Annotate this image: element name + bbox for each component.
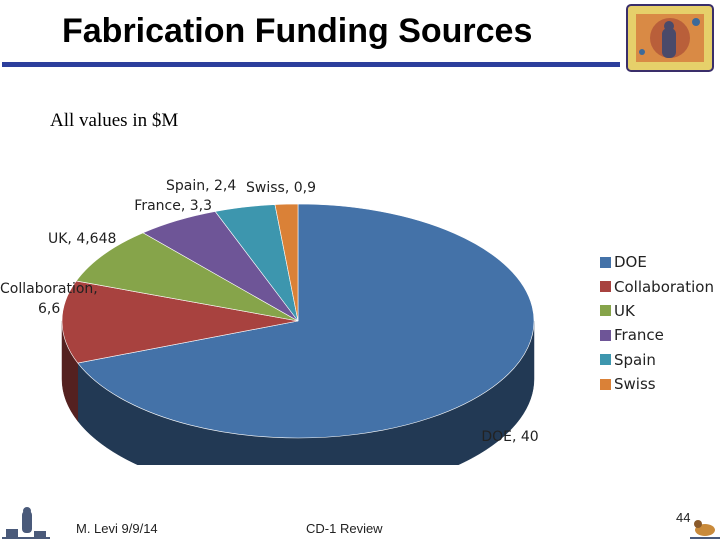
data-label-doe: DOE, 40 [481,429,538,445]
data-label-collaboration: Collaboration, 6,6 [0,281,98,317]
legend-label: Swiss [614,375,656,394]
data-label-uk: UK, 4,648 [48,231,116,247]
logo-image [626,4,714,72]
footer-logo-right [690,520,720,539]
pie-slice-swiss [274,203,299,322]
legend-label: UK [614,301,635,320]
legend-swatch [600,305,611,317]
legend-swatch [600,256,611,268]
footer-author: M. Levi 9/9/14 [76,521,158,536]
data-label-swiss: Swiss, 0,9 [246,180,316,196]
footer-event: CD-1 Review [306,521,383,536]
legend-label: Collaboration [614,277,714,296]
pie-slice-doe [77,203,535,439]
page-number: 44 [676,510,691,525]
legend-swatch [600,378,611,390]
legend-swatch [600,354,611,366]
title-rule [2,62,620,67]
chart-subtitle: All values in $M [50,110,179,131]
data-label-france: France, 3,3 [134,198,212,214]
pie-slice-uk [75,232,299,322]
pie-slice-collaboration [61,280,299,364]
legend-label: DOE [614,253,647,272]
slide-title: Fabrication Funding Sources [62,12,533,50]
chart-legend: DOE Collaboration UK France Spain Swiss [600,250,714,396]
legend-item-swiss: Swiss [600,372,714,396]
pie-chart: DOE, 40 Collaboration, 6,6 UK, 4,648 France,… [0,178,539,465]
legend-item-doe: DOE [600,250,714,274]
legend-item-collaboration: Collaboration [600,274,714,298]
legend-label: Spain [614,350,656,369]
legend-swatch [600,329,611,341]
legend-label: France [614,326,664,345]
legend-swatch [600,281,611,293]
legend-item-uk: UK [600,299,714,323]
legend-item-france: France [600,323,714,347]
data-label-spain: Spain, 2,4 [166,178,236,194]
footer-logo-left [2,507,50,539]
legend-item-spain: Spain [600,348,714,372]
